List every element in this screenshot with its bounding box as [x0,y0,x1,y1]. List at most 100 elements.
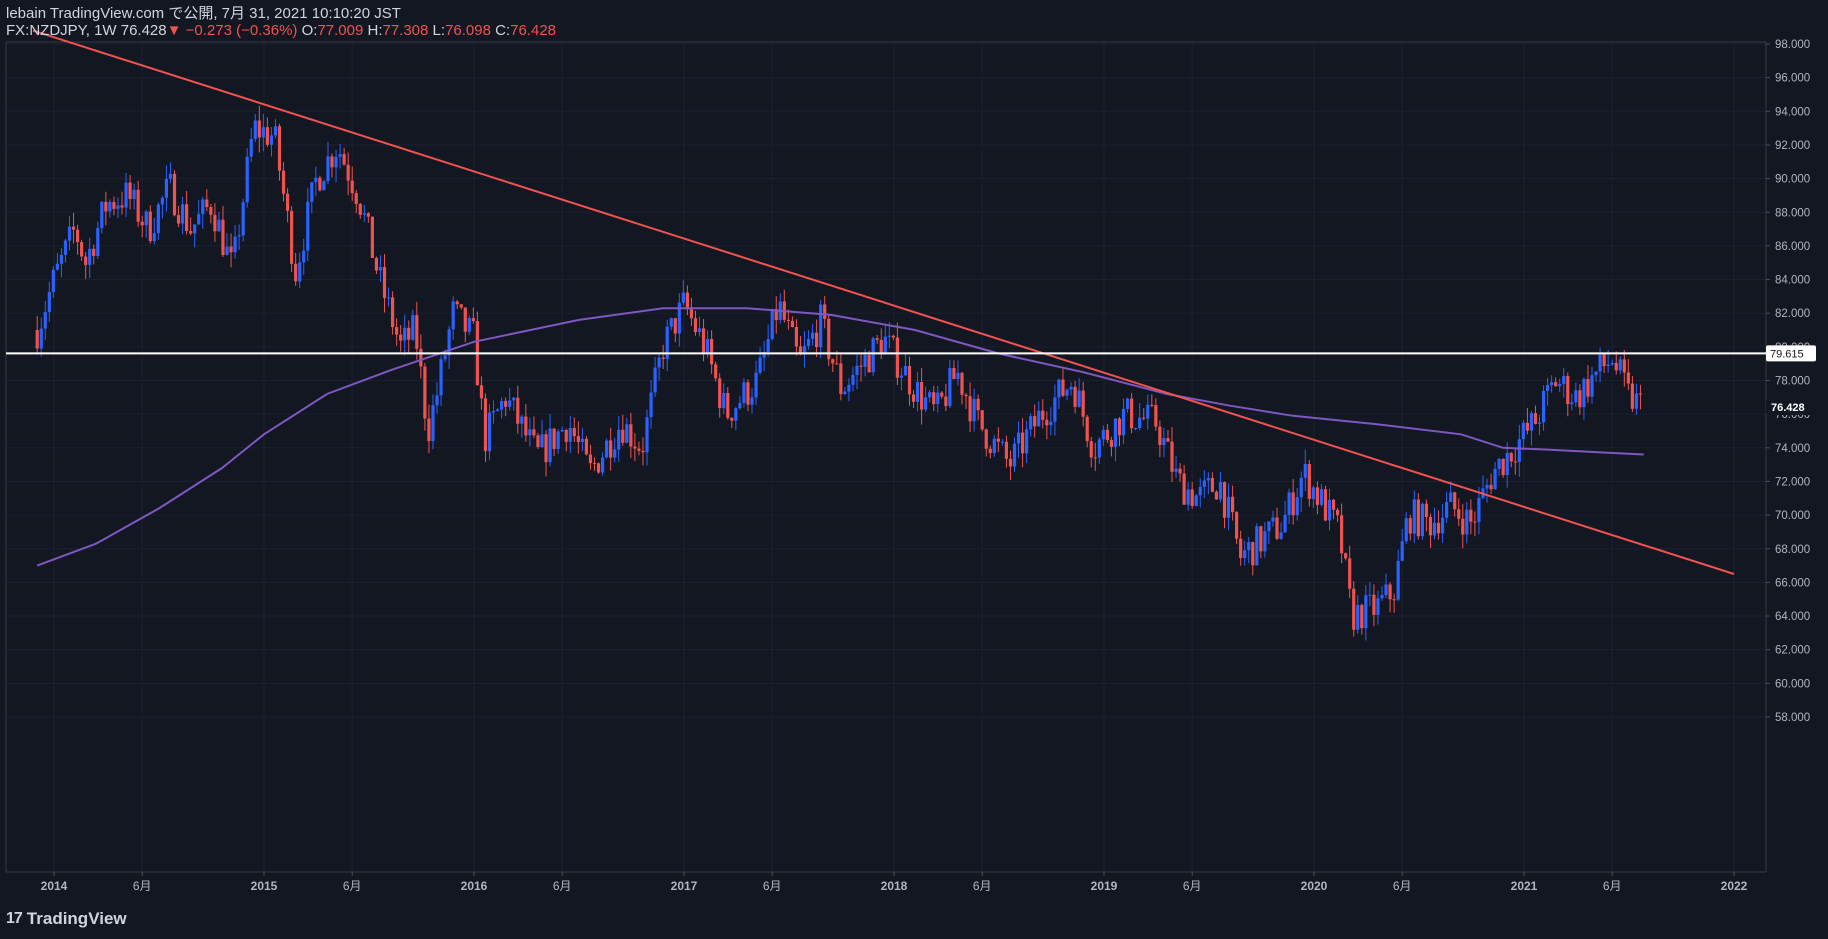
candle-body [1255,526,1259,566]
candle-body [625,424,629,443]
candle-body [831,359,835,364]
candle-body [1259,526,1263,552]
candle-body [1113,418,1118,447]
candle-body [273,126,278,136]
x-tick-label: 6月 [1393,879,1412,893]
candle-body [710,338,714,365]
x-tick-label: 6月 [1603,879,1622,893]
y-tick-label: 98.000 [1775,39,1810,51]
candle-body [1053,397,1057,422]
candle-body [487,412,492,452]
candle-body [459,304,463,308]
candle-body [1016,432,1021,444]
candle-body [548,428,552,463]
candle-body [1412,499,1416,534]
candle-body [249,139,253,157]
candle-body [693,318,698,333]
y-tick-label: 68.000 [1775,544,1810,556]
candle-body [1073,386,1077,407]
candle-body [1416,499,1420,537]
x-tick-label: 2015 [251,879,278,893]
candle-body [1057,379,1061,398]
candle-body [819,304,823,348]
candle-body [1093,457,1097,459]
candle-body [439,359,443,396]
candle-body [180,204,185,224]
candle-body [705,338,710,354]
candle-body [39,328,43,349]
candle-body [281,170,286,194]
candle-body [467,318,471,332]
candle-body [952,367,956,380]
candle-body [633,446,637,449]
candle-body [1420,503,1424,537]
y-tick-label: 84.000 [1775,275,1810,287]
candle-body [1469,509,1473,522]
x-tick-label: 2018 [881,879,908,893]
candle-body [944,396,948,407]
candle-body [277,126,282,171]
candle-body [1303,464,1307,478]
candle-body [605,440,609,458]
candle-body [1408,518,1412,534]
candle-body [1376,598,1380,615]
candle-body [1436,522,1441,534]
candle-body [1356,605,1360,630]
candle-body [891,335,895,338]
candle-body [378,266,383,271]
candle-body [734,408,738,421]
candle-body [386,297,391,299]
candle-body [1041,410,1045,420]
candle-body [1037,410,1041,427]
candle-body [1606,364,1610,367]
tradingview-branding[interactable]: 17 TradingView [6,909,127,929]
candle-body [334,156,338,168]
candle-body [314,177,318,183]
candle-body [1218,482,1223,500]
brand-name: TradingView [26,909,127,928]
candle-body [1214,491,1219,500]
y-tick-label: 70.000 [1775,510,1810,522]
candle-body [689,309,694,319]
candle-body [1392,599,1396,601]
candle-body [164,178,169,198]
candle-body [1097,439,1101,458]
candle-body [1287,492,1291,515]
y-tick-label: 78.000 [1775,376,1810,388]
candle-body [35,330,39,349]
x-tick-label: 2020 [1301,879,1328,893]
candle-body [120,205,124,208]
candle-body [455,301,459,305]
candle-body [1004,441,1009,459]
candle-body [899,375,904,378]
candle-body [1012,443,1017,467]
candle-body [1121,408,1126,436]
ohlc-legend: FX:NZDJPY, 1W 76.428▼ −0.273 (−0.36%) O:… [6,22,556,39]
y-tick-label: 96.000 [1775,73,1810,85]
candle-body [1069,386,1073,390]
candle-body [1174,468,1178,472]
horizontal-line-price-label: 79.615 [1766,345,1816,362]
candle-body [1550,382,1554,386]
candle-body [1045,419,1049,426]
candle-body [241,202,245,236]
candle-body [124,182,128,208]
candle-body [483,398,488,452]
time-axis[interactable]: 2014 6月 2015 6月 2016 6月 2017 6月 2018 6月 2019 6月 2020… [41,872,1748,893]
candle-body [1489,484,1493,490]
candle-body [524,416,528,436]
candle-body [564,429,568,442]
trendline[interactable] [32,29,1735,575]
candle-body [201,199,205,215]
candle-body [1323,489,1328,521]
candle-body [609,440,613,458]
candle-body [1638,393,1643,395]
candle-body [1020,432,1025,454]
candle-body [774,309,778,321]
candle-body [544,434,548,463]
candle-body [55,263,59,270]
candle-body [1271,517,1275,522]
last-price-label: 76.428 [1766,398,1816,415]
close-value: 76.428 [510,22,557,39]
